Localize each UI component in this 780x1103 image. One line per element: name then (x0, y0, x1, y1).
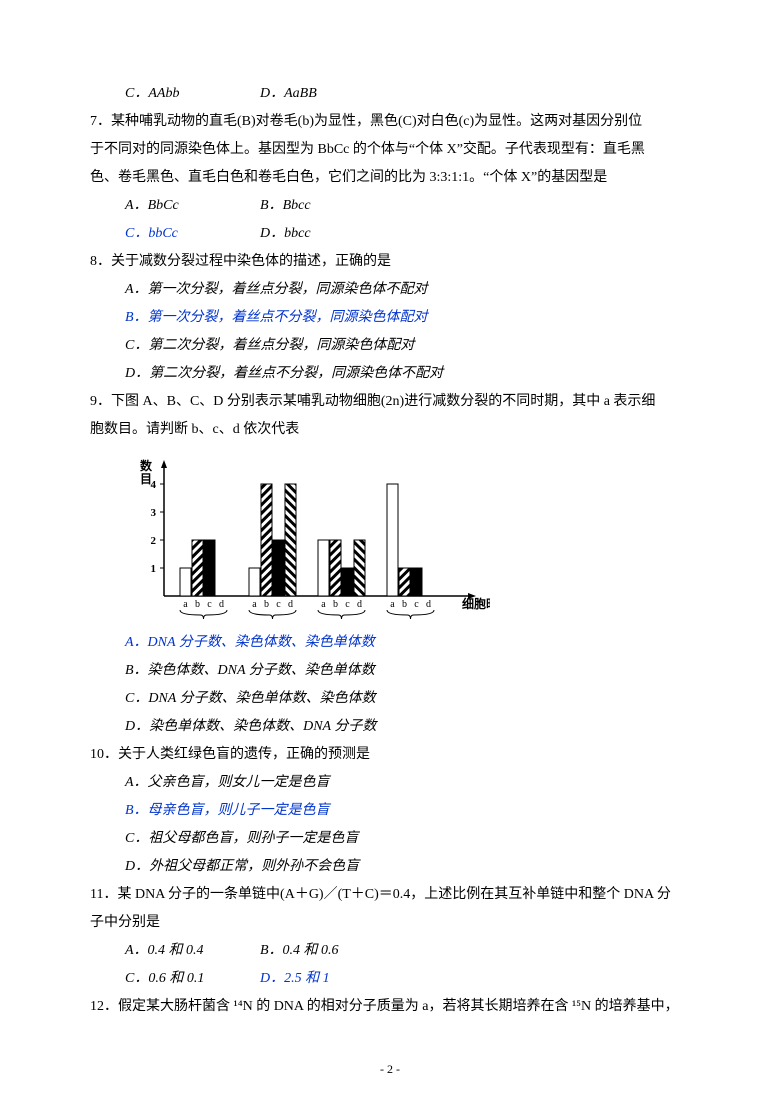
q7-options-ab: A．BbCc B．Bbcc (90, 192, 690, 220)
q10-opt-c: C．祖父母都色盲，则孙子一定是色盲 (90, 825, 690, 853)
q12-stem: 12．假定某大肠杆菌含 ¹⁴N 的 DNA 的相对分子质量为 a，若将其长期培养… (90, 993, 690, 1021)
svg-text:c: c (345, 599, 350, 610)
svg-text:b: b (195, 599, 200, 610)
q9-opt-d: D．染色单体数、染色体数、DNA 分子数 (90, 713, 690, 741)
q10-opt-a: A．父亲色盲，则女儿一定是色盲 (90, 769, 690, 797)
q9-chart: 数目1234abcdAabcdBabcdCabcdD细胞时期 (130, 456, 690, 621)
q11-options-ab: A．0.4 和 0.4 B．0.4 和 0.6 (90, 937, 690, 965)
q8-opt-d: D．第二次分裂，着丝点不分裂，同源染色体不配对 (90, 360, 690, 388)
q7-stem-line3: 色、卷毛黑色、直毛白色和卷毛白色，它们之间的比为 3:3:1:1。“个体 X”的… (90, 164, 690, 192)
svg-text:a: a (390, 599, 395, 610)
q11-opt-c: C．0.6 和 0.1 (125, 965, 260, 993)
svg-text:d: d (357, 599, 362, 610)
svg-text:b: b (402, 599, 407, 610)
q6-options-cd: C．AAbb D．AaBB (90, 80, 690, 108)
svg-text:B: B (268, 619, 276, 621)
svg-text:b: b (333, 599, 338, 610)
q11-stem-line1: 11．某 DNA 分子的一条单链中(A＋G)／(T＋C)＝0.4，上述比例在其互… (90, 881, 690, 909)
q9-opt-a: A．DNA 分子数、染色体数、染色单体数 (90, 629, 690, 657)
q9-opt-c: C．DNA 分子数、染色单体数、染色体数 (90, 685, 690, 713)
q9-opt-b: B．染色体数、DNA 分子数、染色单体数 (90, 657, 690, 685)
svg-text:d: d (426, 599, 431, 610)
q8-stem: 8．关于减数分裂过程中染色体的描述，正确的是 (90, 248, 690, 276)
page-number: - 2 - (0, 1057, 780, 1081)
svg-text:b: b (264, 599, 269, 610)
q11-opt-a: A．0.4 和 0.4 (125, 937, 260, 965)
svg-text:d: d (288, 599, 293, 610)
q10-stem: 10．关于人类红绿色盲的遗传，正确的预测是 (90, 741, 690, 769)
q11-opt-b: B．0.4 和 0.6 (260, 937, 339, 965)
q11-stem-line2: 子中分别是 (90, 909, 690, 937)
q6-opt-c: C．AAbb (125, 80, 260, 108)
q7-opt-a: A．BbCc (125, 192, 260, 220)
q11-options-cd: C．0.6 和 0.1 D．2.5 和 1 (90, 965, 690, 993)
q10-opt-d: D．外祖父母都正常，则外孙不会色盲 (90, 853, 690, 881)
q8-opt-a: A．第一次分裂，着丝点分裂，同源染色体不配对 (90, 276, 690, 304)
svg-text:数: 数 (140, 458, 153, 473)
q7-opt-b: B．Bbcc (260, 192, 311, 220)
svg-text:D: D (406, 619, 415, 621)
svg-text:c: c (207, 599, 212, 610)
bar-chart-svg: 数目1234abcdAabcdBabcdCabcdD细胞时期 (130, 456, 490, 621)
svg-text:A: A (199, 619, 208, 621)
q11-opt-d: D．2.5 和 1 (260, 965, 330, 993)
q8-opt-c: C．第二次分裂，着丝点分裂，同源染色体配对 (90, 332, 690, 360)
svg-text:a: a (321, 599, 326, 610)
q8-opt-b: B．第一次分裂，着丝点不分裂，同源染色体配对 (90, 304, 690, 332)
svg-text:c: c (414, 599, 419, 610)
q7-stem-line1: 7．某种哺乳动物的直毛(B)对卷毛(b)为显性，黑色(C)对白色(c)为显性。这… (90, 108, 690, 136)
q6-opt-d: D．AaBB (260, 80, 317, 108)
svg-text:细胞时期: 细胞时期 (462, 596, 490, 611)
svg-text:a: a (183, 599, 188, 610)
q9-stem-line1: 9．下图 A、B、C、D 分别表示某哺乳动物细胞(2n)进行减数分裂的不同时期，… (90, 388, 690, 416)
svg-text:a: a (252, 599, 257, 610)
svg-text:C: C (337, 619, 346, 621)
q7-stem-line2: 于不同对的同源染色体上。基因型为 BbCc 的个体与“个体 X”交配。子代表现型… (90, 136, 690, 164)
q7-opt-d: D．bbcc (260, 220, 311, 248)
svg-text:d: d (219, 599, 224, 610)
q9-stem-line2: 胞数目。请判断 b、c、d 依次代表 (90, 416, 690, 444)
q10-opt-b: B．母亲色盲，则儿子一定是色盲 (90, 797, 690, 825)
q7-opt-c: C．bbCc (125, 220, 260, 248)
svg-text:c: c (276, 599, 281, 610)
svg-text:1: 1 (151, 563, 157, 575)
q7-options-cd: C．bbCc D．bbcc (90, 220, 690, 248)
svg-text:4: 4 (151, 479, 157, 491)
svg-text:2: 2 (151, 535, 157, 547)
svg-text:3: 3 (151, 507, 157, 519)
